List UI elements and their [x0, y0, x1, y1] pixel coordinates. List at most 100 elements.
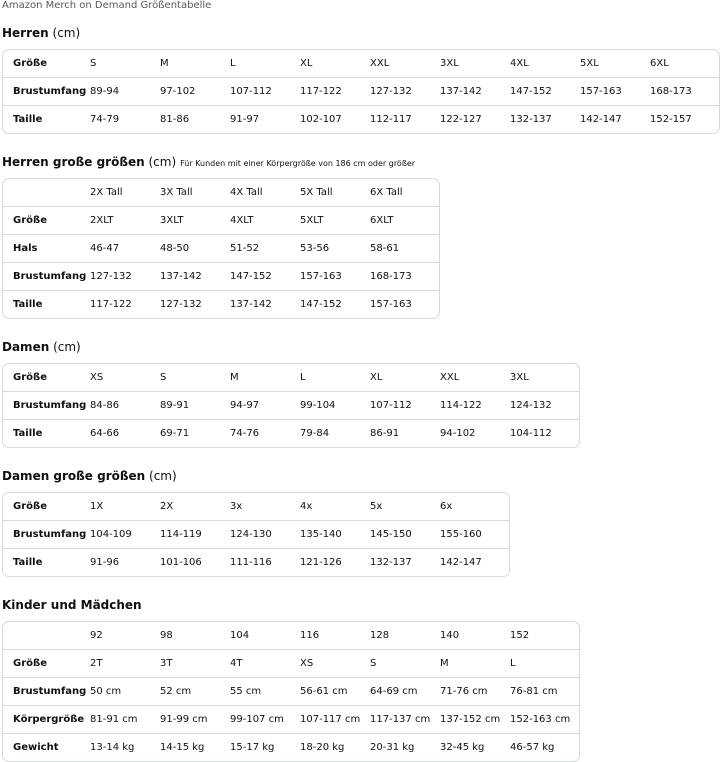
- table-cell: 97-102: [159, 77, 229, 105]
- table-cell: 4XL: [510, 58, 529, 69]
- table-cell: 152-157: [649, 105, 719, 133]
- table-cell: 74-76: [229, 419, 299, 447]
- row-label: Brustumfang: [3, 262, 89, 290]
- table-cell: 94-97: [229, 391, 299, 419]
- table-cell: 52 cm: [159, 677, 229, 705]
- table-cell: S: [90, 58, 97, 69]
- table-cell: 46-57 kg: [509, 733, 579, 761]
- table-cell: 4XLT: [229, 206, 299, 234]
- table-row: Hals 46-47 48-50 51-52 53-56 58-61: [3, 234, 439, 262]
- table-cell: 157-163: [299, 262, 369, 290]
- table-cell: 99-107 cm: [229, 705, 299, 733]
- row-label: Gewicht: [3, 733, 89, 761]
- table-row: Körpergröße 81-91 cm 91-99 cm 99-107 cm 107-…: [3, 705, 579, 733]
- table-cell: 81-91 cm: [89, 705, 159, 733]
- table-cell: 91-96: [89, 548, 159, 576]
- table-cell: 107-117 cm: [299, 705, 369, 733]
- table-cell: 132-137: [369, 548, 439, 576]
- table-row: Größe XS S M L XL XXL 3XL: [3, 364, 579, 391]
- table-cell: 4T: [229, 649, 299, 677]
- table-cell: 3x: [230, 501, 243, 512]
- table-cell: 124-130: [229, 520, 299, 548]
- table-cell: 74-79: [89, 105, 159, 133]
- table-cell: 14-15 kg: [159, 733, 229, 761]
- size-table: Größe S M L XL XXL 3XL 4XL 5XL 6XL Brustumfang 89-9…: [2, 49, 720, 134]
- table-cell: 168-173: [369, 262, 439, 290]
- table-row: Brustumfang 84-86 89-91 94-97 99-104 107-112 1…: [3, 391, 579, 419]
- heading-unit: (cm): [148, 155, 177, 169]
- table-cell: 127-132: [159, 290, 229, 318]
- table-cell: 46-47: [89, 234, 159, 262]
- table-cell: 2X: [160, 501, 174, 512]
- table-cell: 104: [230, 630, 250, 641]
- table-cell: 6XLT: [369, 206, 439, 234]
- table-cell: 76-81 cm: [509, 677, 579, 705]
- heading-unit: (cm): [149, 469, 177, 483]
- table-cell: 117-122: [89, 290, 159, 318]
- table-cell: 79-84: [299, 419, 369, 447]
- table-row: Brustumfang 127-132 137-142 147-152 157-163 1…: [3, 262, 439, 290]
- table-cell: 137-142: [159, 262, 229, 290]
- table-cell: 53-56: [299, 234, 369, 262]
- table-cell: 51-52: [229, 234, 299, 262]
- table-row: Größe S M L XL XXL 3XL 4XL 5XL 6XL: [3, 50, 719, 77]
- table-cell: 64-69 cm: [369, 677, 439, 705]
- table-cell: 86-91: [369, 419, 439, 447]
- table-cell: 2T: [89, 649, 159, 677]
- table-cell: 107-112: [369, 391, 439, 419]
- heading-text: Damen: [2, 340, 50, 354]
- table-cell: 71-76 cm: [439, 677, 509, 705]
- table-cell: 13-14 kg: [89, 733, 159, 761]
- table-row: 92 98 104 116 128 140 152: [3, 622, 579, 649]
- table-cell: 157-163: [579, 77, 649, 105]
- table-cell: 5XL: [580, 58, 599, 69]
- table-cell: 168-173: [649, 77, 719, 105]
- table-cell: 114-122: [439, 391, 509, 419]
- table-cell: S: [369, 649, 439, 677]
- table-cell: 124-132: [509, 391, 579, 419]
- table-cell: XL: [370, 372, 383, 383]
- table-row: Brustumfang 89-94 97-102 107-112 117-122 127-…: [3, 77, 719, 105]
- table-cell: 50 cm: [89, 677, 159, 705]
- row-label: Taille: [3, 105, 89, 133]
- row-label: Brustumfang: [3, 77, 89, 105]
- row-label: Brustumfang: [3, 391, 89, 419]
- size-section: Damen große größen (cm) Größe 1X 2X 3x 4x 5x 6x…: [0, 468, 720, 577]
- table-cell: XS: [90, 372, 104, 383]
- heading-unit: (cm): [53, 340, 81, 354]
- table-row: Größe 2T 3T 4T XS S M L: [3, 649, 579, 677]
- table-cell: L: [230, 58, 236, 69]
- heading-unit: (cm): [52, 26, 81, 40]
- table-cell: 142-147: [439, 548, 509, 576]
- row-label: Taille: [3, 290, 89, 318]
- table-cell: 145-150: [369, 520, 439, 548]
- table-cell: 117-122: [299, 77, 369, 105]
- size-table: Größe 1X 2X 3x 4x 5x 6x Brustumfang 104-109 114-1…: [2, 492, 510, 577]
- row-label: [3, 179, 89, 206]
- size-section: Herren große größen (cm) Für Kunden mit e…: [0, 154, 720, 319]
- section-heading: Kinder und Mädchen: [2, 597, 720, 613]
- table-cell: 152-163 cm: [509, 705, 579, 733]
- table-row: Brustumfang 50 cm 52 cm 55 cm 56-61 cm 64-69 …: [3, 677, 579, 705]
- row-label: Größe: [3, 206, 89, 234]
- table-cell: 147-152: [509, 77, 579, 105]
- table-cell: 137-152 cm: [439, 705, 509, 733]
- row-label: Größe: [13, 501, 47, 512]
- table-cell: L: [300, 372, 306, 383]
- size-section: Herren (cm) Größe S M L XL XXL 3XL 4XL 5XL 6XL Brus…: [0, 25, 720, 134]
- table-row: Größe 1X 2X 3x 4x 5x 6x: [3, 493, 509, 520]
- table-cell: 84-86: [89, 391, 159, 419]
- table-cell: 140: [440, 630, 460, 641]
- table-cell: 69-71: [159, 419, 229, 447]
- table-body: 2X Tall 3X Tall 4X Tall 5X Tall 6X Tall Größe…: [3, 179, 439, 318]
- table-cell: 104-109: [89, 520, 159, 548]
- table-cell: 5XLT: [299, 206, 369, 234]
- table-cell: 127-132: [89, 262, 159, 290]
- table-cell: 89-91: [159, 391, 229, 419]
- table-cell: 99-104: [299, 391, 369, 419]
- section-heading: Damen (cm): [2, 339, 720, 355]
- row-label: Größe: [3, 649, 89, 677]
- table-cell: 91-97: [229, 105, 299, 133]
- table-cell: 1X: [90, 501, 104, 512]
- table-cell: 56-61 cm: [299, 677, 369, 705]
